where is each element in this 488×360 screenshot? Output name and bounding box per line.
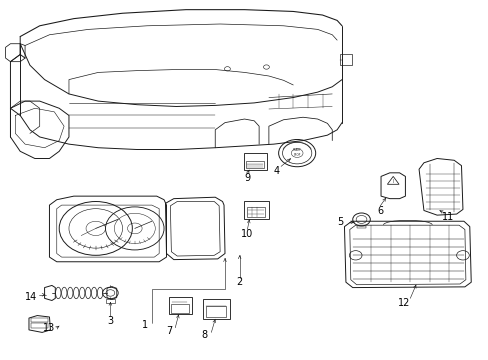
- Bar: [246, 161, 264, 168]
- Text: 4: 4: [273, 166, 279, 176]
- Text: 6: 6: [376, 206, 382, 216]
- Bar: [31, 318, 48, 322]
- Text: 13: 13: [43, 323, 56, 333]
- Text: 3: 3: [107, 316, 113, 325]
- Text: 14: 14: [25, 292, 37, 302]
- Text: 12: 12: [397, 298, 410, 308]
- Bar: [168, 297, 192, 315]
- Bar: [171, 304, 188, 313]
- Text: 1: 1: [141, 320, 147, 330]
- Bar: [356, 226, 366, 228]
- Text: 2: 2: [236, 277, 242, 287]
- Bar: [206, 306, 225, 317]
- Bar: [246, 207, 265, 217]
- Bar: [244, 153, 266, 170]
- Text: 5: 5: [337, 217, 343, 227]
- Bar: [31, 323, 48, 328]
- Text: 9: 9: [244, 173, 249, 183]
- Bar: [203, 300, 229, 319]
- Bar: [339, 54, 351, 65]
- Text: 8: 8: [201, 330, 207, 340]
- Text: 7: 7: [165, 325, 172, 336]
- Text: STOP: STOP: [293, 153, 300, 157]
- Text: 10: 10: [241, 229, 253, 239]
- Text: 11: 11: [441, 212, 453, 221]
- Bar: [105, 299, 115, 303]
- Bar: [244, 201, 268, 220]
- Text: START: START: [292, 148, 301, 152]
